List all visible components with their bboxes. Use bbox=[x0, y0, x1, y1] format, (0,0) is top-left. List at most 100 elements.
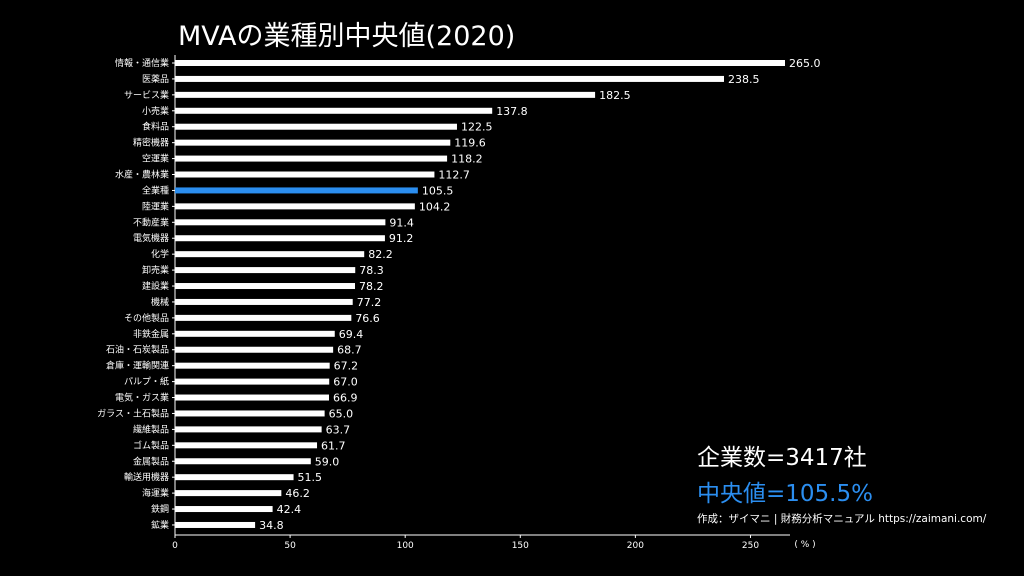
credit-text: 作成：ザイマニ | 財務分析マニュアル https://zaimani.com/ bbox=[697, 513, 987, 525]
value-label: 105.5 bbox=[422, 184, 454, 197]
bar bbox=[175, 394, 329, 401]
bar bbox=[175, 75, 724, 82]
category-label: 情報・通信業 bbox=[115, 57, 169, 69]
bar bbox=[175, 458, 311, 465]
value-label: 78.3 bbox=[359, 264, 384, 277]
x-axis-unit: ( % ) bbox=[794, 540, 815, 550]
category-label: 小売業 bbox=[142, 105, 169, 117]
bar bbox=[175, 219, 386, 226]
value-label: 34.8 bbox=[259, 519, 284, 532]
category-label: 繊維製品 bbox=[133, 423, 169, 435]
category-label: 医薬品 bbox=[142, 73, 169, 85]
bar bbox=[175, 235, 385, 242]
value-label: 77.2 bbox=[357, 296, 382, 309]
value-label: 182.5 bbox=[599, 89, 631, 102]
category-label: ガラス・土石製品 bbox=[97, 407, 169, 419]
category-label: 電気機器 bbox=[133, 232, 169, 244]
category-label: 石油・石炭製品 bbox=[106, 344, 169, 356]
value-label: 118.2 bbox=[451, 153, 483, 166]
bar bbox=[175, 171, 435, 178]
bar bbox=[175, 107, 493, 114]
x-tick-label: 250 bbox=[742, 541, 759, 551]
bar bbox=[175, 346, 334, 353]
value-label: 104.2 bbox=[419, 200, 451, 213]
value-label: 59.0 bbox=[315, 455, 340, 468]
bar bbox=[175, 314, 352, 321]
value-label: 76.6 bbox=[355, 312, 380, 325]
category-label: 全業種 bbox=[142, 184, 169, 196]
category-label: 金属製品 bbox=[133, 455, 169, 467]
category-label: その他製品 bbox=[124, 312, 169, 324]
median-value: 中央値=105.5% bbox=[697, 481, 873, 507]
category-label: 海運業 bbox=[142, 487, 169, 499]
value-label: 61.7 bbox=[321, 439, 346, 452]
category-label: 食料品 bbox=[142, 121, 169, 133]
value-label: 91.2 bbox=[389, 232, 414, 245]
value-label: 68.7 bbox=[337, 344, 362, 357]
x-tick-label: 100 bbox=[397, 541, 414, 551]
category-label: 鉄鋼 bbox=[151, 503, 169, 515]
value-label: 238.5 bbox=[728, 73, 760, 86]
bar bbox=[175, 203, 415, 210]
chart-title: MVAの業種別中央値(2020) bbox=[178, 21, 516, 52]
value-label: 65.0 bbox=[329, 407, 354, 420]
bar bbox=[175, 155, 448, 162]
company-count: 企業数=3417社 bbox=[697, 445, 867, 471]
value-label: 46.2 bbox=[285, 487, 310, 500]
category-label: 不動産業 bbox=[133, 216, 169, 228]
value-label: 42.4 bbox=[277, 503, 302, 516]
value-label: 66.9 bbox=[333, 392, 358, 405]
value-label: 78.2 bbox=[359, 280, 384, 293]
category-label: 機械 bbox=[151, 296, 169, 308]
category-label: 非鉄金属 bbox=[133, 328, 169, 340]
value-label: 67.0 bbox=[333, 376, 358, 389]
value-label: 112.7 bbox=[438, 169, 470, 182]
x-tick-label: 200 bbox=[627, 541, 644, 551]
category-label: 精密機器 bbox=[133, 137, 169, 149]
x-tick-label: 0 bbox=[172, 541, 178, 551]
value-label: 82.2 bbox=[368, 248, 393, 261]
bar bbox=[175, 442, 318, 449]
bar bbox=[175, 251, 365, 258]
value-label: 69.4 bbox=[339, 328, 364, 341]
bar bbox=[175, 91, 596, 98]
bar bbox=[175, 283, 356, 290]
category-label: 輸送用機器 bbox=[124, 471, 169, 483]
bar bbox=[175, 330, 335, 337]
category-label: 陸運業 bbox=[142, 200, 169, 212]
bar bbox=[175, 506, 273, 513]
value-label: 119.6 bbox=[454, 137, 486, 150]
bar bbox=[175, 521, 256, 528]
category-label: 倉庫・運輸関連 bbox=[106, 360, 169, 372]
bar bbox=[175, 378, 330, 385]
bar bbox=[175, 426, 322, 433]
bar bbox=[175, 123, 457, 130]
value-label: 63.7 bbox=[326, 423, 351, 436]
bar bbox=[175, 490, 282, 497]
category-label: 卸売業 bbox=[142, 264, 169, 276]
bar bbox=[175, 139, 451, 146]
category-label: 建設業 bbox=[142, 280, 169, 292]
value-label: 51.5 bbox=[298, 471, 323, 484]
value-label: 122.5 bbox=[461, 121, 493, 134]
category-label: ゴム製品 bbox=[133, 439, 169, 451]
x-tick-label: 150 bbox=[512, 541, 529, 551]
value-label: 91.4 bbox=[389, 216, 414, 229]
category-label: 空運業 bbox=[142, 153, 169, 165]
x-tick-label: 50 bbox=[284, 541, 296, 551]
bar-highlight bbox=[175, 187, 418, 194]
category-label: 鉱業 bbox=[151, 519, 169, 531]
category-label: 化学 bbox=[151, 248, 169, 260]
bar bbox=[175, 410, 325, 417]
bar bbox=[175, 60, 785, 66]
category-label: サービス業 bbox=[124, 89, 169, 101]
category-label: パルプ・紙 bbox=[124, 376, 169, 388]
value-label: 137.8 bbox=[496, 105, 528, 118]
bar bbox=[175, 362, 330, 369]
bar bbox=[175, 298, 353, 305]
bar bbox=[175, 267, 356, 274]
category-label: 水産・農林業 bbox=[115, 169, 169, 181]
category-label: 電気・ガス業 bbox=[115, 392, 169, 404]
